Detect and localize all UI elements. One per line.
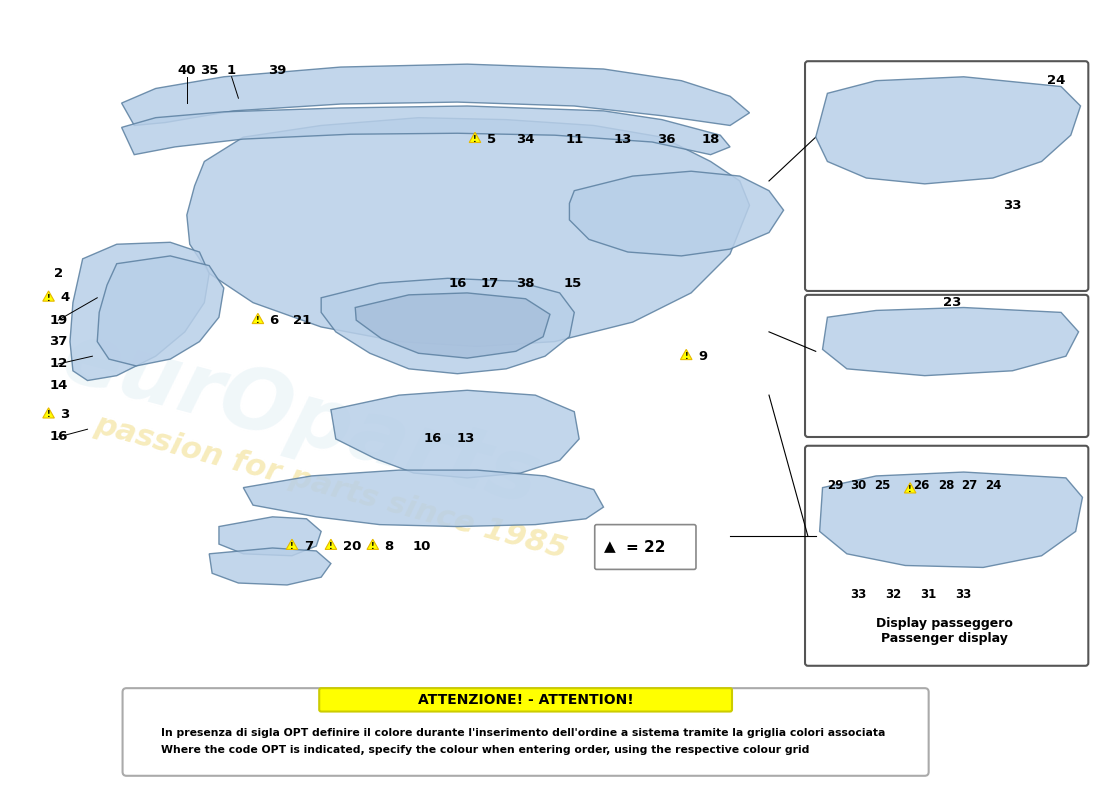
Text: !: ! <box>47 410 51 419</box>
Text: Passenger display: Passenger display <box>881 632 1008 645</box>
Text: 31: 31 <box>921 588 937 602</box>
FancyBboxPatch shape <box>319 688 732 711</box>
Text: !: ! <box>329 542 332 551</box>
Text: 1: 1 <box>227 65 236 78</box>
Text: 16: 16 <box>424 433 442 446</box>
Text: !: ! <box>473 135 476 144</box>
Polygon shape <box>43 291 54 301</box>
Polygon shape <box>816 77 1080 184</box>
Text: 16: 16 <box>50 430 67 443</box>
Text: 4: 4 <box>60 291 69 304</box>
Text: 19: 19 <box>50 314 67 326</box>
Text: 33: 33 <box>1003 198 1022 212</box>
Polygon shape <box>43 408 54 418</box>
Polygon shape <box>326 539 337 550</box>
Text: 37: 37 <box>50 335 67 348</box>
Polygon shape <box>219 517 321 556</box>
Polygon shape <box>470 132 481 142</box>
Text: 2: 2 <box>54 267 63 280</box>
Text: 36: 36 <box>658 133 676 146</box>
Text: 12: 12 <box>50 358 67 370</box>
Text: 7: 7 <box>304 539 312 553</box>
Text: 35: 35 <box>200 65 219 78</box>
Text: 30: 30 <box>850 479 867 492</box>
Polygon shape <box>187 118 749 346</box>
Text: !: ! <box>909 486 912 494</box>
Text: !: ! <box>684 352 689 361</box>
Text: !: ! <box>142 734 146 744</box>
Text: 15: 15 <box>563 277 582 290</box>
Polygon shape <box>286 539 298 550</box>
Text: 34: 34 <box>516 133 535 146</box>
Text: 33: 33 <box>956 588 971 602</box>
Polygon shape <box>97 256 223 366</box>
Polygon shape <box>570 171 783 256</box>
Polygon shape <box>243 470 604 526</box>
Text: 6: 6 <box>270 314 278 326</box>
Text: 27: 27 <box>961 479 978 492</box>
Polygon shape <box>681 350 692 359</box>
Text: ATTENZIONE! - ATTENTION!: ATTENZIONE! - ATTENTION! <box>418 693 634 707</box>
Text: 40: 40 <box>177 65 196 78</box>
Text: 18: 18 <box>702 133 719 146</box>
Polygon shape <box>823 307 1079 376</box>
Text: 20: 20 <box>342 539 361 553</box>
Text: 17: 17 <box>481 277 498 290</box>
FancyBboxPatch shape <box>805 295 1088 437</box>
Text: 33: 33 <box>850 588 867 602</box>
FancyBboxPatch shape <box>805 62 1088 291</box>
Text: 9: 9 <box>697 350 707 362</box>
Polygon shape <box>252 314 264 323</box>
Polygon shape <box>367 539 378 550</box>
Text: 14: 14 <box>50 379 67 392</box>
Polygon shape <box>321 278 574 374</box>
Text: !: ! <box>290 542 294 551</box>
Text: 24: 24 <box>1047 74 1066 87</box>
Text: eurOparts: eurOparts <box>54 316 549 523</box>
FancyBboxPatch shape <box>122 688 928 776</box>
Polygon shape <box>209 548 331 585</box>
Text: 23: 23 <box>943 296 961 309</box>
Text: 28: 28 <box>938 479 955 492</box>
Text: 3: 3 <box>60 408 69 421</box>
Text: 21: 21 <box>293 314 311 326</box>
Text: ▲: ▲ <box>604 539 616 554</box>
FancyBboxPatch shape <box>595 525 696 570</box>
Text: 32: 32 <box>886 588 902 602</box>
Polygon shape <box>122 106 730 154</box>
Text: 25: 25 <box>873 479 890 492</box>
Text: 38: 38 <box>516 277 535 290</box>
Polygon shape <box>355 293 550 358</box>
Text: 10: 10 <box>412 539 430 553</box>
Polygon shape <box>331 390 580 478</box>
Text: 24: 24 <box>984 479 1001 492</box>
Polygon shape <box>70 242 209 381</box>
Text: 39: 39 <box>268 65 286 78</box>
Text: 13: 13 <box>456 433 474 446</box>
Text: In presenza di sigla OPT definire il colore durante l'inserimento dell'ordine a : In presenza di sigla OPT definire il col… <box>161 728 884 738</box>
Text: passion for parts since 1985: passion for parts since 1985 <box>91 410 571 565</box>
Text: !: ! <box>256 316 260 325</box>
Text: 5: 5 <box>486 133 496 146</box>
FancyBboxPatch shape <box>805 446 1088 666</box>
Polygon shape <box>904 482 916 493</box>
Text: 11: 11 <box>565 133 583 146</box>
Polygon shape <box>122 64 749 126</box>
Text: 13: 13 <box>614 133 632 146</box>
Text: Where the code OPT is indicated, specify the colour when entering order, using t: Where the code OPT is indicated, specify… <box>161 746 808 755</box>
Text: = 22: = 22 <box>626 539 666 554</box>
Text: !: ! <box>47 294 51 302</box>
Text: 16: 16 <box>449 277 466 290</box>
Text: 26: 26 <box>913 479 930 492</box>
Polygon shape <box>135 729 152 744</box>
Polygon shape <box>820 472 1082 567</box>
Text: 29: 29 <box>827 479 844 492</box>
Text: Display passeggero: Display passeggero <box>876 618 1013 630</box>
Text: 8: 8 <box>384 539 394 553</box>
Text: !: ! <box>371 542 375 551</box>
